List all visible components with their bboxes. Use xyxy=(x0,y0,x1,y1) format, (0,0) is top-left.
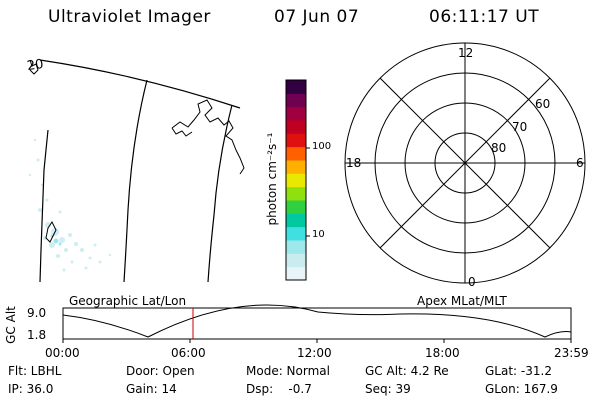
mlt-label-0: 0 xyxy=(468,275,476,289)
colorbar-segment xyxy=(286,200,306,214)
latitude-line xyxy=(39,59,241,109)
colorbar-segment xyxy=(286,213,306,228)
gain-info: Gain: 14 xyxy=(126,382,177,396)
colorbar-segment xyxy=(286,80,306,94)
date-label: 07 Jun 07 xyxy=(274,7,360,27)
x-tick-1200: 12:00 xyxy=(297,346,332,360)
colorbar-segment xyxy=(286,240,306,254)
gc-alt-info: GC Alt: 4.2 Re xyxy=(365,364,449,378)
colorbar-tick-100: 100 xyxy=(312,141,332,152)
gc-alt-axis-label: GC Alt xyxy=(3,306,18,344)
x-tick-1800: 18:00 xyxy=(425,346,460,360)
colorbar-unit-label: photon cm⁻²s⁻¹ xyxy=(265,132,279,226)
mlt-label-6: 6 xyxy=(576,156,584,170)
colorbar-segment xyxy=(286,120,306,134)
colorbar xyxy=(285,79,310,281)
glat-info: GLat: -31.2 xyxy=(485,364,552,378)
map-corner-label: 20 xyxy=(26,56,45,75)
colorbar-segment xyxy=(286,133,306,148)
colorbar-segment xyxy=(286,253,306,268)
geographic-title: Geographic Lat/Lon xyxy=(69,294,187,308)
longitude-line-3 xyxy=(207,104,233,283)
lat-label-60: 60 xyxy=(535,97,551,111)
seq-info: Seq: 39 xyxy=(365,382,411,396)
coastline xyxy=(29,59,245,243)
door-info: Door: Open xyxy=(126,364,195,378)
colorbar-segment xyxy=(286,93,306,108)
time-label: 06:11:17 UT xyxy=(429,7,540,27)
longitude-line-1 xyxy=(39,129,49,283)
polar-plot xyxy=(344,42,586,284)
colorbar-segment xyxy=(286,226,306,241)
dsp-info: Dsp: -0.7 xyxy=(246,382,312,396)
uv-emission-speckles xyxy=(28,138,112,272)
x-tick-2359: 23:59 xyxy=(554,346,589,360)
colorbar-segment xyxy=(286,186,306,201)
colorbar-segment xyxy=(286,106,306,121)
alt-y-top: 9.0 xyxy=(27,306,47,320)
mode-info: Mode: Normal xyxy=(246,364,330,378)
glon-info: GLon: 167.9 xyxy=(485,382,558,396)
longitude-line-2 xyxy=(123,79,148,283)
mlt-label-12: 12 xyxy=(458,46,474,60)
x-tick-0000: 00:00 xyxy=(45,346,80,360)
lat-label-70: 70 xyxy=(512,120,528,134)
colorbar-segment xyxy=(286,160,306,174)
apex-title: Apex MLat/MLT xyxy=(417,294,507,308)
map-panel xyxy=(28,59,245,283)
ip-info: IP: 36.0 xyxy=(8,382,54,396)
lat-label-80: 80 xyxy=(491,141,507,155)
instrument-title: Ultraviolet Imager xyxy=(48,7,211,27)
x-tick-0600: 06:00 xyxy=(171,346,206,360)
alt-y-bottom: 1.8 xyxy=(27,328,47,342)
colorbar-segment xyxy=(286,173,306,188)
filter-info: Flt: LBHL xyxy=(8,364,62,378)
colorbar-segment xyxy=(286,146,306,161)
mlt-label-18: 18 xyxy=(346,156,362,170)
colorbar-frame xyxy=(285,79,307,281)
colorbar-tick-10: 10 xyxy=(312,229,325,240)
altitude-panel xyxy=(62,304,572,343)
colorbar-segment xyxy=(286,266,306,281)
